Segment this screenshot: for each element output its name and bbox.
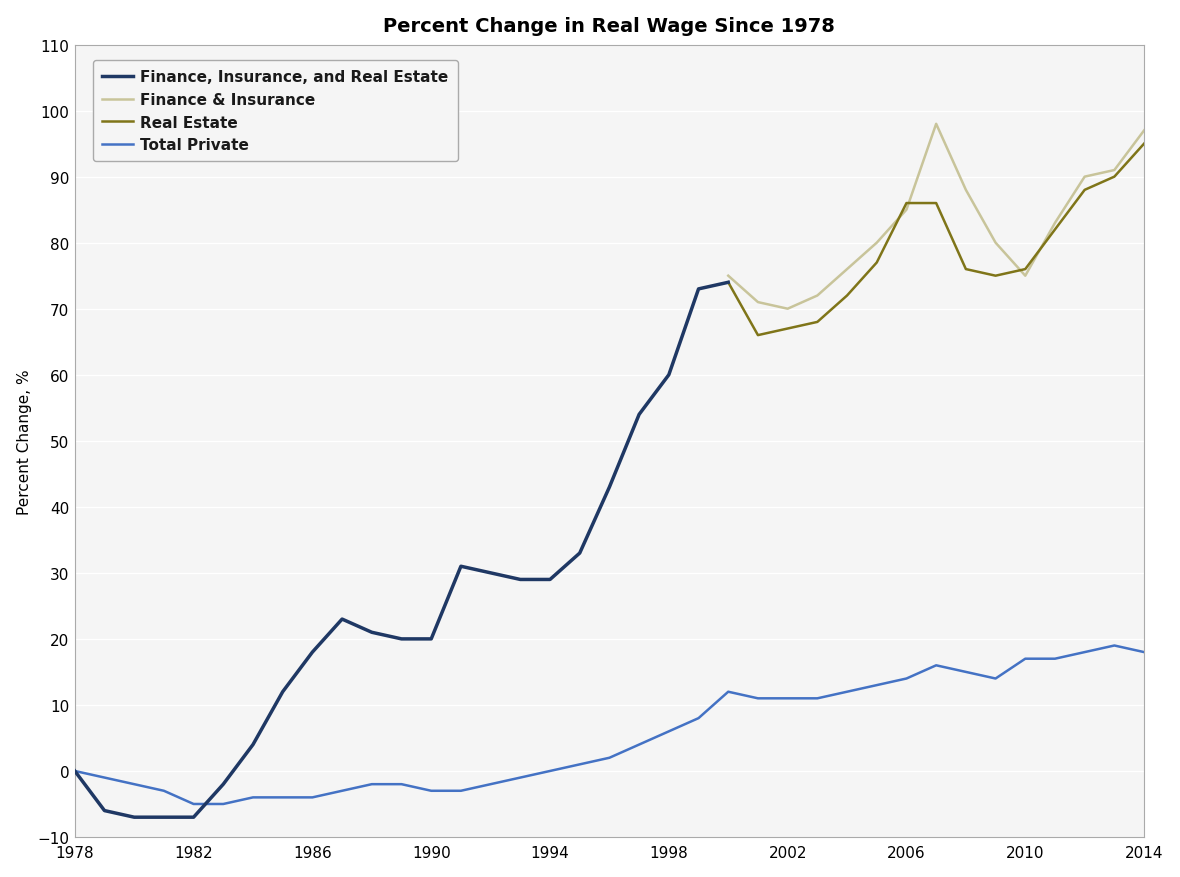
Line: Finance, Insurance, and Real Estate: Finance, Insurance, and Real Estate [74, 283, 728, 817]
Finance & Insurance [929, 119, 943, 130]
Total Private [543, 766, 557, 776]
Finance, Insurance, and Real Estate [543, 574, 557, 585]
Finance & Insurance [899, 205, 913, 216]
Finance, Insurance, and Real Estate [365, 627, 379, 638]
Finance & Insurance [750, 297, 765, 308]
Total Private [424, 786, 438, 796]
Real Estate [1077, 185, 1092, 196]
Total Private [870, 680, 884, 690]
Total Private [394, 779, 408, 789]
Total Private [1048, 653, 1062, 664]
Total Private [1138, 647, 1152, 658]
Finance, Insurance, and Real Estate [245, 739, 260, 750]
Finance, Insurance, and Real Estate [394, 634, 408, 645]
Finance, Insurance, and Real Estate [691, 284, 706, 295]
Finance, Insurance, and Real Estate [276, 687, 290, 697]
Total Private [1018, 653, 1032, 664]
Total Private [691, 713, 706, 724]
Real Estate [929, 198, 943, 209]
Finance, Insurance, and Real Estate [335, 614, 349, 624]
Total Private [899, 674, 913, 684]
Finance, Insurance, and Real Estate [602, 482, 616, 493]
Total Private [572, 759, 586, 770]
Real Estate [811, 317, 825, 328]
Finance & Insurance [1018, 271, 1032, 282]
Finance, Insurance, and Real Estate [424, 634, 438, 645]
Finance, Insurance, and Real Estate [454, 561, 468, 572]
Finance, Insurance, and Real Estate [98, 805, 112, 816]
Total Private [365, 779, 379, 789]
Finance, Insurance, and Real Estate [572, 548, 586, 559]
Total Private [335, 786, 349, 796]
Total Private [276, 792, 290, 802]
Line: Finance & Insurance: Finance & Insurance [728, 125, 1145, 310]
Finance & Insurance [840, 265, 854, 275]
Total Private [721, 687, 735, 697]
Real Estate [989, 271, 1003, 282]
Real Estate [899, 198, 913, 209]
Total Private [513, 773, 527, 783]
Finance & Insurance [721, 271, 735, 282]
Total Private [602, 752, 616, 763]
Finance, Insurance, and Real Estate [632, 410, 647, 420]
Total Private [98, 773, 112, 783]
Finance & Insurance [1138, 126, 1152, 137]
Total Private [67, 766, 81, 776]
Finance, Insurance, and Real Estate [484, 568, 498, 579]
Total Private [959, 667, 973, 677]
Total Private [811, 693, 825, 703]
Finance, Insurance, and Real Estate [186, 812, 201, 823]
Finance & Insurance [1077, 172, 1092, 182]
Real Estate [750, 331, 765, 341]
Total Private [454, 786, 468, 796]
Finance & Insurance [870, 239, 884, 249]
Line: Real Estate: Real Estate [728, 145, 1145, 336]
Finance & Insurance [959, 185, 973, 196]
Real Estate [1048, 225, 1062, 235]
Title: Percent Change in Real Wage Since 1978: Percent Change in Real Wage Since 1978 [384, 17, 835, 36]
Real Estate [1138, 139, 1152, 150]
Total Private [1077, 647, 1092, 658]
Total Private [840, 687, 854, 697]
Real Estate [959, 265, 973, 275]
Total Private [306, 792, 320, 802]
Finance & Insurance [989, 239, 1003, 249]
Real Estate [870, 258, 884, 268]
Finance, Insurance, and Real Estate [306, 647, 320, 658]
Real Estate [1018, 265, 1032, 275]
Total Private [989, 674, 1003, 684]
Finance, Insurance, and Real Estate [127, 812, 142, 823]
Total Private [929, 660, 943, 671]
Total Private [662, 726, 676, 737]
Finance & Insurance [1107, 166, 1121, 176]
Line: Total Private: Total Private [74, 645, 1145, 804]
Total Private [750, 693, 765, 703]
Total Private [780, 693, 794, 703]
Finance, Insurance, and Real Estate [216, 779, 230, 789]
Finance, Insurance, and Real Estate [67, 766, 81, 776]
Total Private [127, 779, 142, 789]
Finance, Insurance, and Real Estate [662, 370, 676, 381]
Y-axis label: Percent Change, %: Percent Change, % [17, 368, 32, 514]
Finance, Insurance, and Real Estate [513, 574, 527, 585]
Finance & Insurance [811, 291, 825, 302]
Real Estate [840, 291, 854, 302]
Finance & Insurance [1048, 218, 1062, 229]
Total Private [1107, 640, 1121, 651]
Total Private [186, 799, 201, 809]
Finance, Insurance, and Real Estate [157, 812, 171, 823]
Legend: Finance, Insurance, and Real Estate, Finance & Insurance, Real Estate, Total Pri: Finance, Insurance, and Real Estate, Fin… [93, 61, 458, 162]
Real Estate [721, 278, 735, 289]
Real Estate [1107, 172, 1121, 182]
Total Private [484, 779, 498, 789]
Real Estate [780, 324, 794, 334]
Total Private [157, 786, 171, 796]
Finance, Insurance, and Real Estate [721, 278, 735, 289]
Total Private [632, 739, 647, 750]
Total Private [216, 799, 230, 809]
Total Private [245, 792, 260, 802]
Finance & Insurance [780, 304, 794, 315]
